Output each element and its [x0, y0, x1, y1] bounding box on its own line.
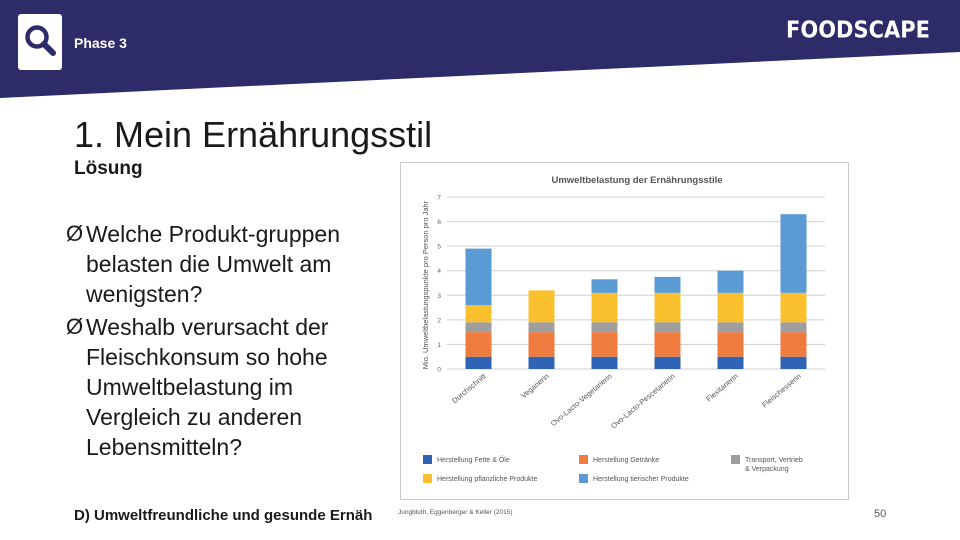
bar-segment — [780, 214, 807, 293]
x-tick-label: Fleischesserin — [760, 372, 803, 410]
chart-image: Umweltbelastung der Ernährungsstile Mio. … — [400, 162, 849, 500]
x-tick-label: Ovo-Lacto-Vegetarierin — [549, 372, 614, 428]
bar-segment — [717, 356, 744, 369]
bar-segment — [780, 322, 807, 333]
question-item: Ø Welche Produkt-gruppen belasten die Um… — [66, 219, 386, 309]
y-axis-label: Mio. Umweltbelastungspunkte pro Person p… — [421, 200, 430, 369]
question-text: Weshalb verursacht der Fleischkonsum so … — [86, 314, 329, 460]
legend-label: Herstellung pflanzliche Produkte — [437, 476, 537, 483]
bar-segment — [591, 332, 618, 357]
legend-swatch — [731, 455, 740, 464]
bar-segment — [465, 332, 492, 357]
bar-segment — [465, 248, 492, 306]
bar-segment — [654, 292, 681, 323]
bar-segment — [717, 270, 744, 293]
y-tick-label: 0 — [437, 367, 441, 374]
x-tick-label: Flexitarierin — [704, 372, 739, 404]
stacked-bar-chart: Umweltbelastung der Ernährungsstile Mio. … — [421, 175, 825, 483]
bar-segment — [528, 332, 555, 357]
bar-segment — [528, 356, 555, 369]
bar-segment — [465, 356, 492, 369]
chart-title: Umweltbelastung der Ernährungsstile — [551, 175, 722, 186]
y-tick-label: 4 — [437, 268, 441, 275]
legend-label: Herstellung Getränke — [593, 457, 659, 464]
bar-segment — [465, 322, 492, 333]
legend-swatch — [579, 455, 588, 464]
arrow-bullet-icon: Ø — [66, 314, 84, 339]
footer-topic: D) Umweltfreundliche und gesunde Ernäh — [74, 507, 373, 524]
y-tick-label: 5 — [437, 244, 441, 251]
bar-segment — [780, 332, 807, 357]
legend-label: & Verpackung — [745, 466, 789, 473]
bar-segment — [780, 356, 807, 369]
chart-source: Jungbluth, Eggenberger & Keller (2015) — [398, 509, 513, 516]
bar-segment — [780, 292, 807, 323]
search-icon — [25, 25, 56, 56]
bar-segment — [465, 305, 492, 323]
bar-segment — [654, 356, 681, 369]
y-tick-label: 7 — [437, 195, 441, 202]
bar-segment — [528, 322, 555, 333]
header-background — [0, 0, 960, 98]
bar-segment — [528, 290, 555, 323]
bar-segment — [654, 276, 681, 293]
bar-segment — [591, 322, 618, 333]
arrow-bullet-icon: Ø — [66, 221, 84, 246]
question-list: Ø Welche Produkt-gruppen belasten die Um… — [66, 219, 386, 465]
bar-segment — [717, 292, 744, 323]
page-number: 50 — [874, 508, 887, 520]
header-bar: Phase 3 FOODSCAPE — [0, 0, 960, 100]
y-tick-label: 1 — [437, 342, 441, 349]
bar-segment — [654, 332, 681, 357]
legend-label: Herstellung Fette & Öle — [437, 456, 510, 464]
y-tick-label: 3 — [437, 293, 441, 300]
phase-label: Phase 3 — [74, 35, 127, 51]
search-button[interactable] — [18, 14, 62, 70]
bar-segment — [654, 322, 681, 333]
question-text: Welche Produkt-gruppen belasten die Umwe… — [86, 221, 340, 307]
bar-segment — [591, 292, 618, 323]
bar-segment — [591, 356, 618, 369]
slide-subtitle: Lösung — [74, 158, 143, 179]
x-tick-label: Ovo-Lacto-Pescetarierin — [609, 372, 677, 431]
y-tick-label: 2 — [437, 317, 441, 324]
legend-swatch — [423, 474, 432, 483]
legend-swatch — [579, 474, 588, 483]
bar-segment — [717, 332, 744, 357]
legend-label: Transport, Vertrieb — [745, 457, 803, 464]
bar-segment — [717, 322, 744, 333]
x-tick-label: Veganerin — [519, 372, 551, 401]
x-tick-label: Durchschnitt — [450, 371, 488, 405]
bar-segment — [591, 279, 618, 293]
question-item: Ø Weshalb verursacht der Fleischkonsum s… — [66, 312, 386, 462]
legend-label: Herstellung tierischer Produkte — [593, 476, 689, 483]
legend-swatch — [423, 455, 432, 464]
y-tick-label: 6 — [437, 219, 441, 226]
foodscape-logo: FOODSCAPE — [786, 16, 931, 44]
slide-title: 1. Mein Ernährungsstil — [74, 114, 433, 155]
